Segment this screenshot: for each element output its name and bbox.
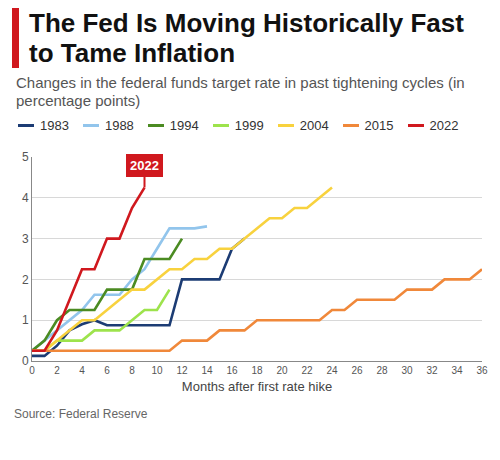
svg-text:34: 34 xyxy=(451,365,463,376)
html-text:1983: 1983 xyxy=(40,118,69,133)
svg-text:0: 0 xyxy=(29,365,35,376)
svg-text:14: 14 xyxy=(201,365,213,376)
svg-text:10: 10 xyxy=(151,365,163,376)
svg-text:4: 4 xyxy=(79,365,85,376)
svg-text:2022: 2022 xyxy=(130,158,159,173)
svg-text:2: 2 xyxy=(22,273,29,287)
html-text:1999: 1999 xyxy=(234,118,264,133)
html-text:Changes in the federal funds t: Changes in the federal funds target rate… xyxy=(16,74,465,109)
svg-text:20: 20 xyxy=(276,365,288,376)
html-text:The Fed Is Moving Historically: The Fed Is Moving Historically Fast to T… xyxy=(29,8,464,68)
svg-text:8: 8 xyxy=(129,365,135,376)
svg-text:5: 5 xyxy=(22,150,29,164)
svg-text:24: 24 xyxy=(326,365,338,376)
svg-text:6: 6 xyxy=(104,365,110,376)
html-text:1994: 1994 xyxy=(169,118,199,133)
svg-text:4: 4 xyxy=(22,191,29,205)
svg-text:30: 30 xyxy=(401,365,413,376)
svg-text:26: 26 xyxy=(351,365,363,376)
html-text:2022: 2022 xyxy=(429,118,459,133)
svg-text:18: 18 xyxy=(251,365,263,376)
svg-text:0: 0 xyxy=(22,354,29,368)
svg-text:16: 16 xyxy=(226,365,238,376)
html-text:1988: 1988 xyxy=(104,118,134,133)
svg-text:2: 2 xyxy=(54,365,60,376)
svg-text:Months after first rate hike: Months after first rate hike xyxy=(182,379,332,394)
svg-text:28: 28 xyxy=(376,365,388,376)
svg-text:22: 22 xyxy=(301,365,313,376)
svg-text:1: 1 xyxy=(22,313,29,327)
svg-text:12: 12 xyxy=(176,365,188,376)
svg-text:32: 32 xyxy=(426,365,438,376)
html-text:Source: Federal Reserve: Source: Federal Reserve xyxy=(14,407,148,421)
svg-text:3: 3 xyxy=(22,232,29,246)
svg-text:36: 36 xyxy=(476,365,488,376)
html-text:2015: 2015 xyxy=(364,118,394,133)
html-text:2004: 2004 xyxy=(299,118,329,133)
